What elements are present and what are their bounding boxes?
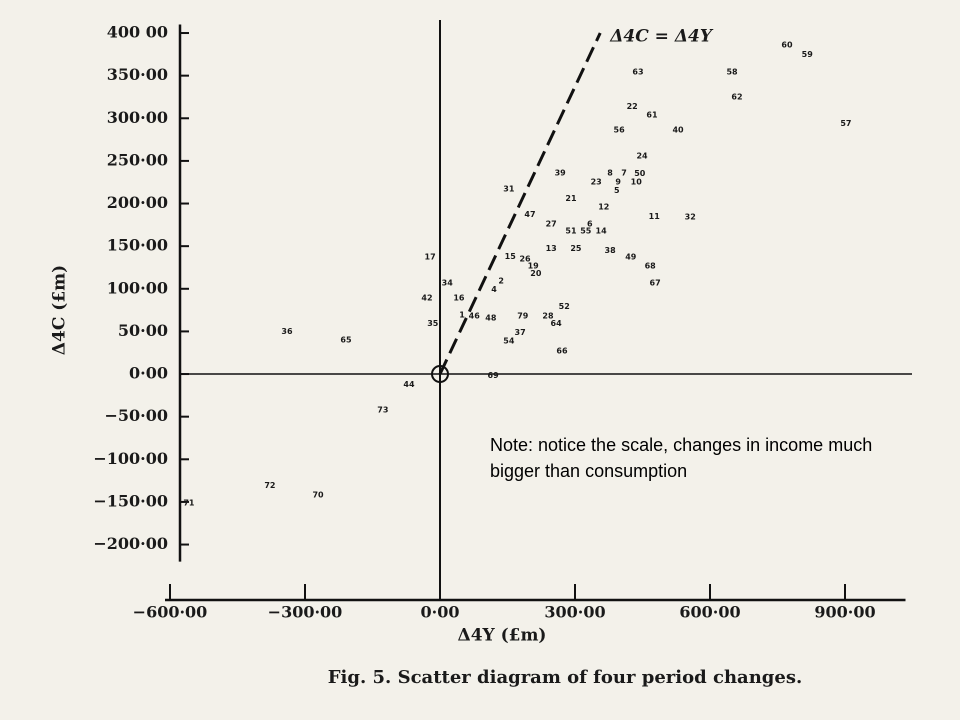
reference-line-label: Δ4C = Δ4Y — [609, 27, 714, 47]
point-label: 47 — [524, 210, 535, 219]
point-label: 20 — [530, 269, 542, 278]
y-tick-label: 200·00 — [107, 193, 168, 212]
point-label: 63 — [632, 68, 643, 77]
point-label: 1 — [459, 311, 465, 320]
origin-circle — [431, 365, 449, 384]
point-label: 37 — [515, 328, 526, 337]
point-label: 17 — [425, 253, 436, 262]
x-tick-label: 900·00 — [814, 603, 875, 622]
point-label: 6 — [587, 219, 593, 228]
point-label: 21 — [565, 194, 577, 203]
point-label: 14 — [596, 226, 608, 235]
y-tick-label: 250·00 — [107, 150, 168, 169]
point-label: 44 — [403, 380, 415, 389]
point-label: 65 — [340, 335, 352, 344]
y-tick-label: 300·00 — [107, 108, 168, 127]
x-axis-label: Δ4Y (£m) — [458, 626, 547, 646]
point-label: 66 — [556, 347, 568, 356]
point-label: 58 — [726, 68, 738, 77]
y-tick-label: 150·00 — [107, 236, 168, 255]
point-label: 15 — [505, 252, 517, 261]
x-tick-label: 600·00 — [679, 603, 740, 622]
x-tick-label: 300·00 — [544, 603, 605, 622]
point-label: 24 — [636, 151, 648, 160]
point-label: 11 — [649, 212, 661, 221]
point-label: 13 — [546, 244, 557, 253]
point-label: 38 — [605, 246, 617, 255]
y-tick-label: −200·00 — [93, 534, 168, 553]
point-label: 57 — [840, 119, 851, 128]
point-label: 52 — [559, 302, 570, 311]
point-label: 5 — [614, 186, 620, 195]
point-label: 35 — [427, 319, 439, 328]
y-tick-label: 100·00 — [107, 278, 168, 297]
y-tick-label: −100·00 — [93, 449, 168, 468]
x-tick-label: −600·00 — [133, 603, 208, 622]
point-label: 4 — [491, 285, 497, 294]
point-label: 62 — [731, 92, 742, 101]
point-label: 51 — [565, 226, 577, 235]
point-label: 28 — [542, 312, 554, 321]
x-tick-label: 0·00 — [421, 603, 460, 622]
point-label: 2 — [498, 277, 504, 286]
y-tick-label: 350·00 — [107, 65, 168, 84]
point-label: 16 — [453, 294, 465, 303]
point-label: 55 — [580, 226, 592, 235]
point-label: 49 — [625, 253, 637, 262]
point-label: 39 — [555, 168, 567, 177]
point-label: 7 — [621, 168, 627, 177]
y-tick-label: −150·00 — [93, 491, 168, 510]
point-label: 9 — [615, 178, 621, 187]
note: Note: notice the scale, changes in incom… — [490, 435, 873, 481]
point-label: 26 — [519, 254, 531, 263]
point-label: 54 — [503, 336, 515, 345]
point-label: 67 — [650, 278, 661, 287]
y-tick-label: −50·00 — [104, 406, 168, 425]
point-label: 48 — [485, 313, 497, 322]
point-label: 10 — [631, 178, 643, 187]
x-tick-label: −300·00 — [268, 603, 343, 622]
y-axis-label: Δ4C (£m) — [50, 265, 70, 355]
point-label: 42 — [421, 294, 432, 303]
y-tick-label: 50·00 — [118, 321, 168, 340]
point-label: 50 — [634, 169, 646, 178]
point-label: 61 — [646, 110, 658, 119]
chart-title: Fig. 5. Scatter diagram of four period c… — [328, 667, 802, 688]
point-label: 56 — [614, 126, 626, 135]
y-tick-label: 0·00 — [129, 364, 168, 383]
point-label: 22 — [627, 102, 638, 111]
point-label: 46 — [469, 312, 481, 321]
point-label: 69 — [488, 371, 500, 380]
point-label: 70 — [312, 491, 324, 500]
point-label: 64 — [551, 319, 563, 328]
point-label: 40 — [672, 126, 684, 135]
point-label: 8 — [607, 168, 613, 177]
point-label: 68 — [645, 261, 657, 270]
reference-line — [438, 32, 602, 375]
point-label: 25 — [570, 244, 582, 253]
point-label: 36 — [281, 327, 293, 336]
point-label: 73 — [377, 405, 388, 414]
point-label: 12 — [598, 202, 609, 211]
point-label: 72 — [264, 481, 275, 490]
point-label: 31 — [503, 185, 515, 194]
point-label: 23 — [591, 178, 602, 187]
point-label: 71 — [183, 498, 195, 507]
point-label: 32 — [685, 213, 696, 222]
point-label: 79 — [517, 312, 529, 321]
point-label: 19 — [528, 261, 540, 270]
point-label: 27 — [546, 219, 557, 228]
point-label: 34 — [442, 278, 454, 287]
point-label: 60 — [781, 40, 793, 49]
point-label: 59 — [802, 50, 814, 59]
y-tick-label: 400 00 — [107, 23, 168, 42]
